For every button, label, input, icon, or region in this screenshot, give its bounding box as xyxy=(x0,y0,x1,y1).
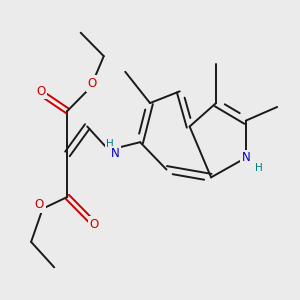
Text: O: O xyxy=(36,85,46,98)
Text: O: O xyxy=(35,198,44,211)
Text: O: O xyxy=(89,218,98,231)
Text: N: N xyxy=(111,147,120,161)
Text: N: N xyxy=(242,151,250,164)
Text: H: H xyxy=(106,139,114,149)
Text: H: H xyxy=(255,163,263,172)
Text: O: O xyxy=(88,77,97,90)
